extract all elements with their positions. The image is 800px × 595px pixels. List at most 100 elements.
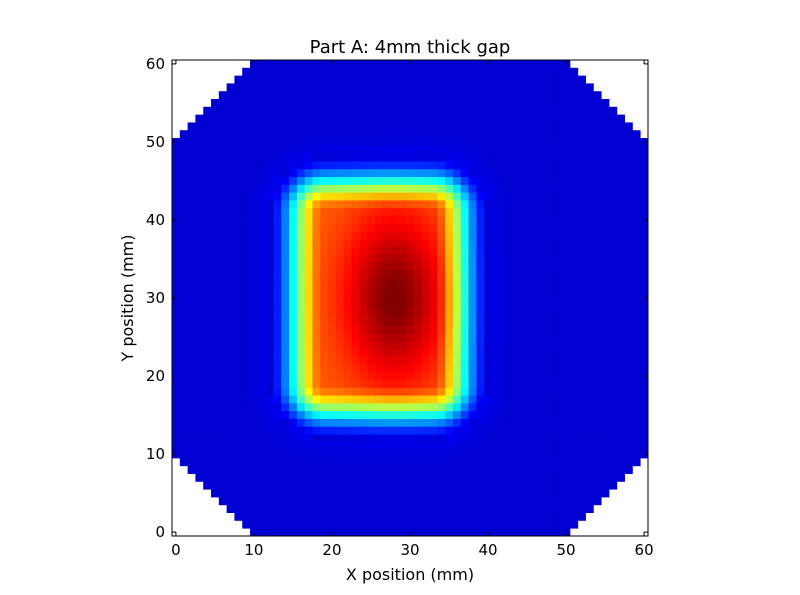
heatmap-cell [390,379,399,389]
heatmap-cell [250,200,259,209]
heatmap-cell [554,403,563,412]
heatmap-cell [172,270,181,279]
heatmap-cell [429,496,438,506]
heatmap-cell [468,294,477,303]
heatmap-cell [328,450,337,459]
heatmap-cell [530,255,540,264]
heatmap-cell [562,161,571,170]
heatmap-cell [562,301,571,311]
heatmap-cell [312,301,321,311]
heatmap-cell [218,169,228,178]
heatmap-cell [515,192,524,201]
heatmap-cell [515,270,524,279]
heatmap-cell [616,442,625,451]
heatmap-cell [523,496,532,506]
heatmap-cell [304,114,313,123]
heatmap-cell [538,130,547,139]
heatmap-cell [250,83,259,92]
heatmap-cell [640,223,649,233]
heatmap-cell [413,395,423,404]
heatmap-cell [351,83,360,92]
heatmap-cell [398,442,407,451]
heatmap-cell [437,309,446,318]
heatmap-cell [616,122,625,131]
heatmap-cell [421,301,430,311]
heatmap-cell [515,434,524,443]
heatmap-cell [507,270,516,279]
heatmap-cell [390,520,399,529]
heatmap-cell [343,192,352,201]
heatmap-cell [382,301,391,311]
heatmap-cell [491,75,501,84]
heatmap-cell [616,208,625,217]
heatmap-cell [250,520,259,529]
heatmap-cell [476,91,485,100]
heatmap-cell [367,138,376,147]
heatmap-cell [367,340,376,350]
heatmap-cell [374,153,384,162]
heatmap-cell [195,153,204,162]
heatmap-cell [179,177,188,186]
heatmap-cell [413,372,423,381]
heatmap-cell [406,403,415,412]
heatmap-cell [530,231,540,240]
heatmap-cell [554,169,563,178]
heatmap-cell [523,418,532,428]
heatmap-cell [569,184,579,194]
heatmap-cell [437,130,446,139]
heatmap-cell [250,177,259,186]
heatmap-cell [374,192,384,201]
heatmap-cell [242,411,251,420]
heatmap-cell [452,278,462,287]
heatmap-cell [203,317,212,326]
heatmap-cell [499,75,508,84]
heatmap-cell [281,372,290,381]
heatmap-cell [328,153,337,162]
heatmap-cell [554,387,563,396]
heatmap-cell [296,317,306,326]
heatmap-cell [593,99,602,108]
heatmap-cell [538,208,547,217]
heatmap-cell [452,247,462,256]
heatmap-cell [429,138,438,147]
heatmap-cell [421,255,430,264]
heatmap-cell [211,247,220,256]
heatmap-cell [562,434,571,443]
heatmap-cell [250,356,259,365]
heatmap-cell [296,356,306,365]
heatmap-cell [250,270,259,279]
heatmap-cell [523,356,532,365]
heatmap-cell [179,130,188,139]
heatmap-cell [351,122,360,131]
heatmap-cell [242,278,251,287]
heatmap-cell [172,223,181,233]
heatmap-cell [320,169,329,178]
heatmap-cell [382,106,391,116]
heatmap-cell [203,340,212,350]
heatmap-cell [320,473,329,482]
heatmap-cell [289,309,298,318]
x-tick-label: 60 [635,541,654,559]
heatmap-cell [382,122,391,131]
heatmap-cell [530,496,540,506]
heatmap-cell [250,434,259,443]
heatmap-cell [632,161,641,170]
heatmap-cell [335,528,345,537]
heatmap-cell [421,106,430,116]
heatmap-cell [507,161,516,170]
heatmap-cell [616,387,625,396]
heatmap-cell [312,340,321,350]
heatmap-cell [273,325,282,334]
heatmap-cell [406,340,415,350]
heatmap-cell [374,262,384,272]
heatmap-cell [211,192,220,201]
heatmap-cell [351,278,360,287]
heatmap-cell [569,286,579,295]
heatmap-cell [437,223,446,233]
heatmap-cell [421,489,430,498]
heatmap-cell [640,255,649,264]
heatmap-cell [304,223,313,233]
heatmap-cell [562,192,571,201]
heatmap-cell [569,177,579,186]
heatmap-cell [406,496,415,506]
